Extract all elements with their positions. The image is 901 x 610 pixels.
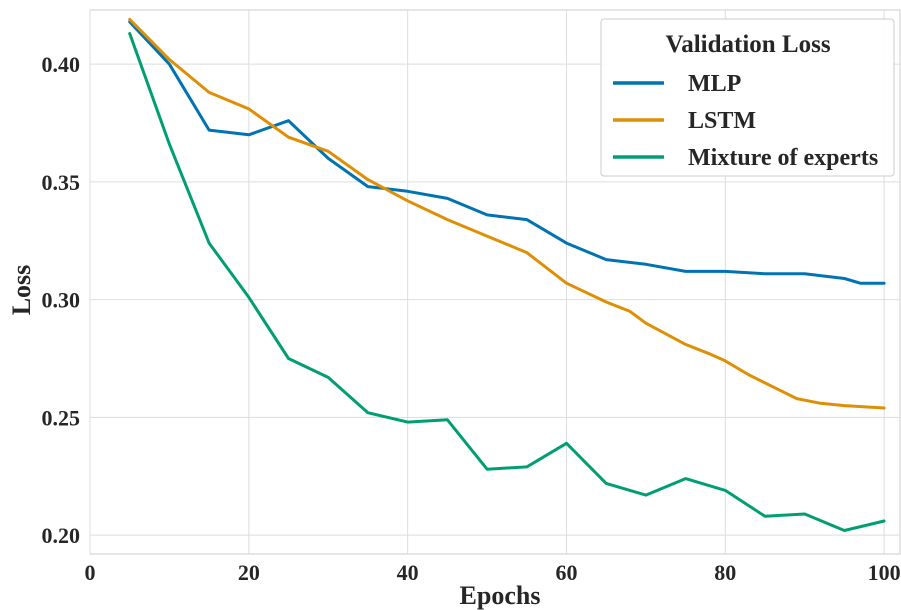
- x-axis-label: Epochs: [460, 581, 541, 610]
- x-tick-label: 100: [868, 560, 901, 585]
- x-tick-label: 60: [555, 560, 577, 585]
- x-tick-label: 40: [397, 560, 419, 585]
- series-line-mlp: [128, 20, 886, 285]
- series-line-lstm: [128, 17, 886, 410]
- legend-title: Validation Loss: [665, 31, 830, 58]
- legend-label-lstm: LSTM: [688, 108, 756, 134]
- legend-entries: MLP LSTM Mixture of experts: [613, 71, 878, 171]
- x-tick-label: 80: [714, 560, 736, 585]
- legend-label-mixture-of-experts: Mixture of experts: [688, 145, 878, 171]
- legend-label-mlp: MLP: [688, 71, 741, 97]
- y-tick-label: 0.40: [42, 52, 81, 77]
- grid: [89, 10, 900, 554]
- y-tick-label: 0.25: [42, 405, 81, 430]
- y-tick-label: 0.20: [42, 523, 81, 548]
- x-tick-label: 0: [85, 560, 96, 585]
- legend-box: [600, 18, 895, 177]
- y-axis-label: Loss: [7, 265, 36, 316]
- y-tick-label: 0.30: [42, 288, 81, 313]
- legend: Validation Loss MLP LSTM Mixture of expert…: [600, 18, 895, 177]
- y-tick-label: 0.35: [42, 170, 81, 195]
- series-lines: [128, 17, 886, 532]
- series-line-mixture-of-experts: [128, 32, 886, 532]
- tick-labels: 0 20 40 60 80 100 0.20 0.25 0.30 0.35 0.40: [42, 52, 901, 585]
- x-tick-label: 20: [238, 560, 260, 585]
